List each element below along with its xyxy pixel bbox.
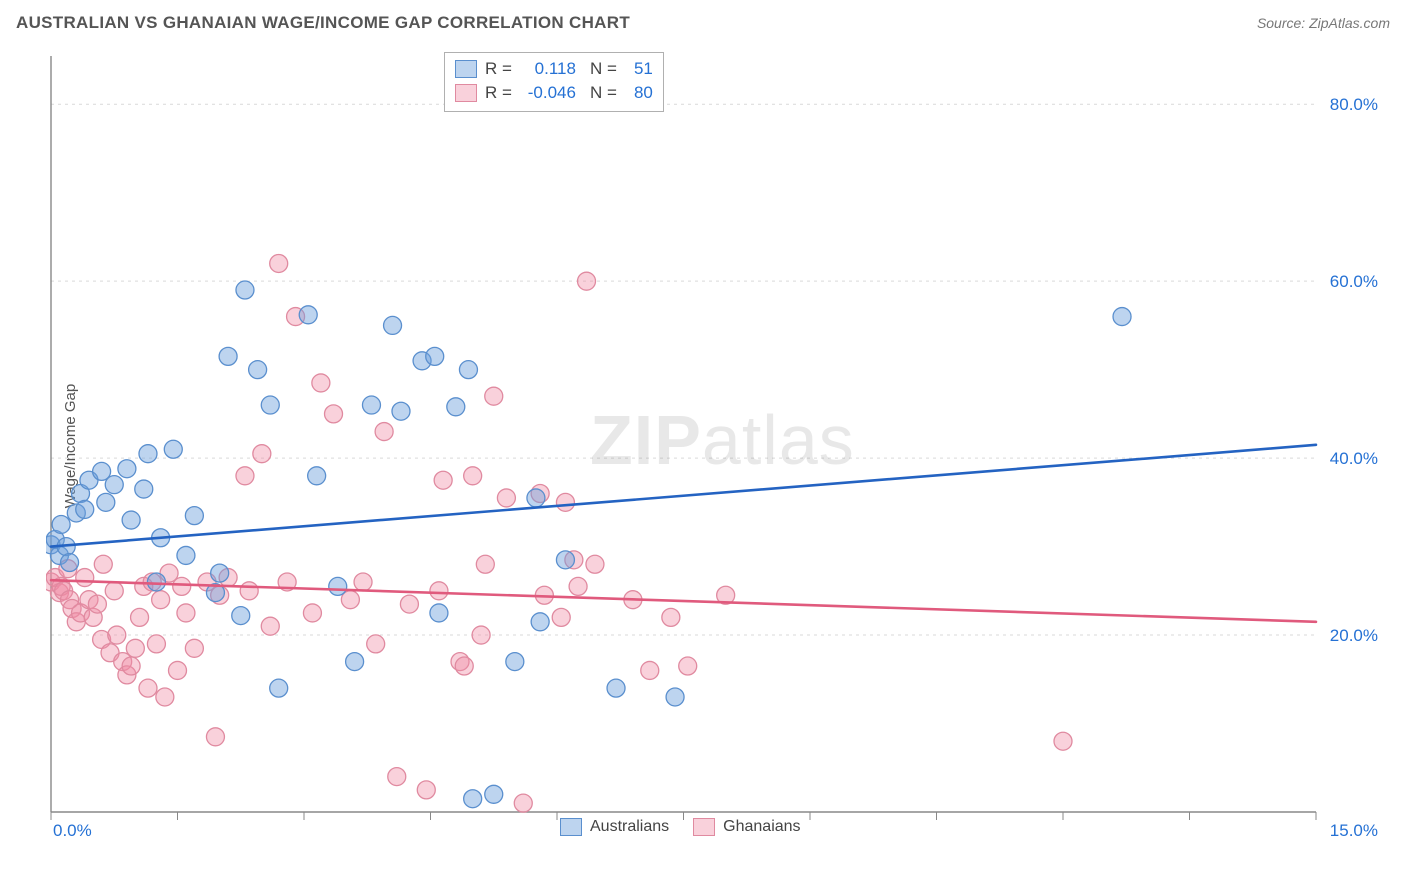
svg-text:20.0%: 20.0% [1330,626,1378,645]
r-label: R = [485,57,512,81]
legend-item: Australians [560,818,669,836]
r-value: 0.118 [520,57,576,81]
legend-swatch [455,84,477,102]
legend-label: Australians [590,818,669,836]
legend-swatch [693,818,715,836]
bottom-legend: Australians Ghanaians [560,818,801,836]
n-label: N = [590,57,617,81]
svg-text:15.0%: 15.0% [1330,821,1378,840]
chart-header: AUSTRALIAN VS GHANAIAN WAGE/INCOME GAP C… [0,0,1406,46]
legend-label: Ghanaians [723,818,800,836]
stats-box: R = 0.118 N = 51 R = -0.046 N = 80 [444,52,664,112]
legend-swatch [560,818,582,836]
svg-text:0.0%: 0.0% [53,821,92,840]
n-label: N = [590,81,617,105]
svg-text:40.0%: 40.0% [1330,449,1378,468]
scatter-chart: 20.0% 40.0% 60.0% 80.0% 0.0% 15.0% [46,52,1386,842]
legend-item: Ghanaians [693,818,800,836]
r-label: R = [485,81,512,105]
stats-row: R = 0.118 N = 51 [455,57,653,81]
r-value: -0.046 [520,81,576,105]
source-label: Source: ZipAtlas.com [1257,15,1390,31]
svg-text:80.0%: 80.0% [1330,95,1378,114]
stats-row: R = -0.046 N = 80 [455,81,653,105]
n-value: 80 [625,81,653,105]
n-value: 51 [625,57,653,81]
chart-title: AUSTRALIAN VS GHANAIAN WAGE/INCOME GAP C… [16,13,630,33]
legend-swatch [455,60,477,78]
svg-text:60.0%: 60.0% [1330,272,1378,291]
plot-area: 20.0% 40.0% 60.0% 80.0% 0.0% 15.0% [46,52,1386,842]
